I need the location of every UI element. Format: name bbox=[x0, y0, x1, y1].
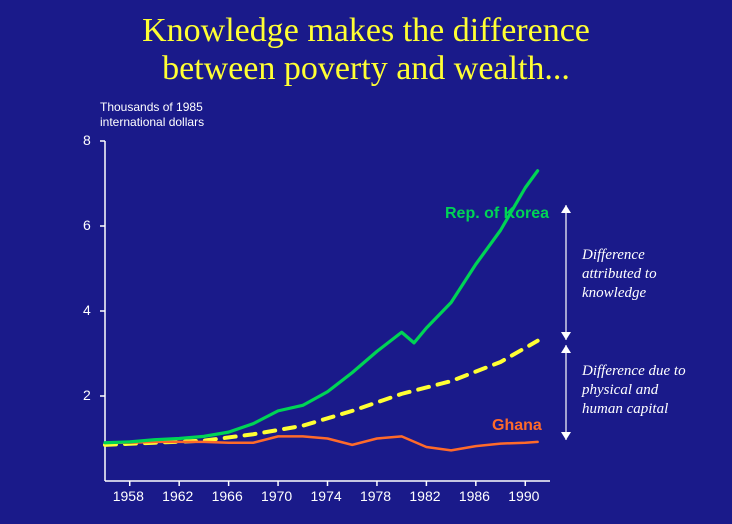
y-tick: 8 bbox=[83, 132, 91, 148]
x-tick: 1974 bbox=[311, 488, 342, 504]
x-tick: 1986 bbox=[459, 488, 490, 504]
y-tick: 4 bbox=[83, 302, 91, 318]
series-label-ghana: Ghana bbox=[492, 417, 542, 435]
x-tick: 1990 bbox=[508, 488, 539, 504]
annotation-capital-1: Difference due to bbox=[582, 363, 686, 380]
x-tick: 1970 bbox=[261, 488, 292, 504]
annotation-knowledge-2: attributed to bbox=[582, 266, 657, 283]
y-tick: 6 bbox=[83, 217, 91, 233]
x-tick: 1982 bbox=[409, 488, 440, 504]
series-label-korea: Rep. of Korea bbox=[445, 205, 549, 223]
x-tick: 1958 bbox=[113, 488, 144, 504]
annotation-capital-2: physical and bbox=[582, 382, 658, 399]
annotation-knowledge-3: knowledge bbox=[582, 285, 646, 302]
x-tick: 1962 bbox=[162, 488, 193, 504]
annotation-capital-3: human capital bbox=[582, 401, 668, 418]
x-tick: 1966 bbox=[212, 488, 243, 504]
x-tick: 1978 bbox=[360, 488, 391, 504]
y-tick: 2 bbox=[83, 387, 91, 403]
annotation-knowledge-1: Difference bbox=[582, 247, 645, 264]
